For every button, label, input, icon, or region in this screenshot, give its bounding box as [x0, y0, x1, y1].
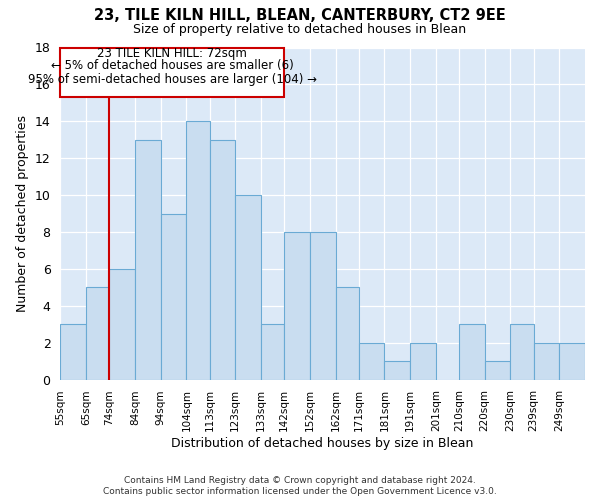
Bar	[310, 232, 335, 380]
Text: 23, TILE KILN HILL, BLEAN, CANTERBURY, CT2 9EE: 23, TILE KILN HILL, BLEAN, CANTERBURY, C…	[94, 8, 506, 22]
Bar	[533, 342, 559, 380]
X-axis label: Distribution of detached houses by size in Blean: Distribution of detached houses by size …	[172, 437, 474, 450]
Bar	[485, 361, 511, 380]
Text: ← 5% of detached houses are smaller (6): ← 5% of detached houses are smaller (6)	[51, 60, 293, 72]
Text: Contains public sector information licensed under the Open Government Licence v3: Contains public sector information licen…	[103, 488, 497, 496]
Bar	[61, 324, 86, 380]
Bar	[335, 288, 359, 380]
Bar	[511, 324, 533, 380]
Text: Size of property relative to detached houses in Blean: Size of property relative to detached ho…	[133, 22, 467, 36]
Bar	[209, 140, 235, 380]
Bar	[161, 214, 187, 380]
Text: Contains HM Land Registry data © Crown copyright and database right 2024.: Contains HM Land Registry data © Crown c…	[124, 476, 476, 485]
Bar	[135, 140, 161, 380]
Bar	[86, 288, 109, 380]
Bar	[61, 48, 284, 98]
Text: 95% of semi-detached houses are larger (104) →: 95% of semi-detached houses are larger (…	[28, 72, 317, 86]
Y-axis label: Number of detached properties: Number of detached properties	[16, 115, 29, 312]
Bar	[187, 122, 209, 380]
Bar	[459, 324, 485, 380]
Bar	[284, 232, 310, 380]
Bar	[109, 269, 135, 380]
Bar	[359, 342, 385, 380]
Bar	[410, 342, 436, 380]
Bar	[235, 195, 261, 380]
Bar	[385, 361, 410, 380]
Bar	[261, 324, 284, 380]
Text: 23 TILE KILN HILL: 72sqm: 23 TILE KILN HILL: 72sqm	[97, 47, 247, 60]
Bar	[559, 342, 585, 380]
